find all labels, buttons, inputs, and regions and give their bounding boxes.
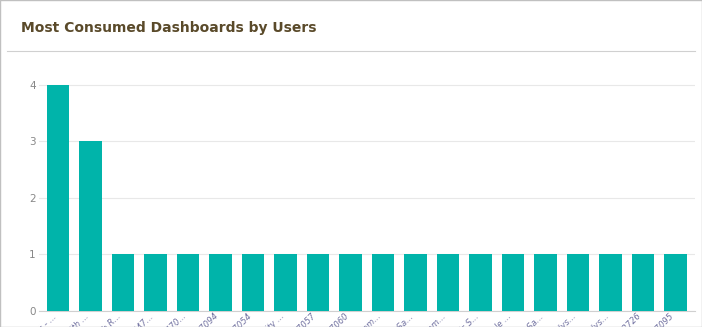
Bar [241,254,265,311]
Bar [599,254,622,311]
Text: Most Consumed Dashboards by Users: Most Consumed Dashboards by Users [21,21,317,35]
Bar [567,254,590,311]
Bar [664,254,687,311]
Bar [534,254,557,311]
Bar [47,85,69,311]
Bar [404,254,427,311]
Bar [307,254,329,311]
Bar [144,254,167,311]
Bar [209,254,232,311]
Bar [502,254,524,311]
Bar [79,141,102,311]
Bar [469,254,492,311]
Bar [177,254,199,311]
Bar [371,254,395,311]
Bar [112,254,135,311]
Bar [632,254,654,311]
Bar [274,254,297,311]
Bar [437,254,459,311]
Bar [339,254,362,311]
